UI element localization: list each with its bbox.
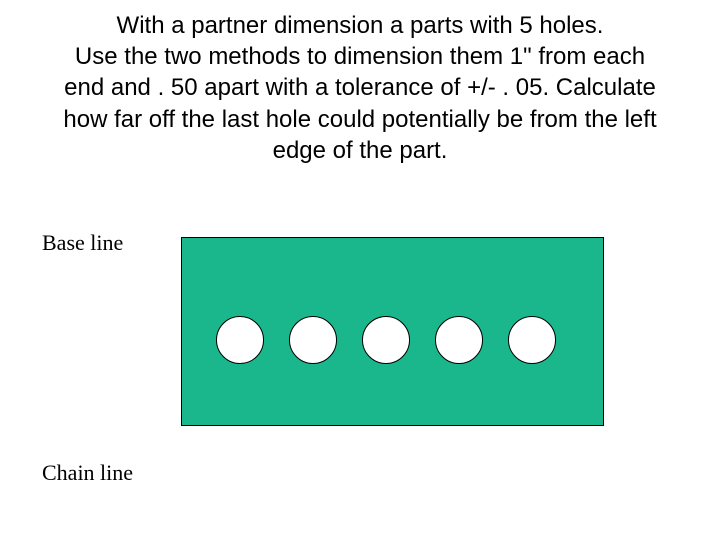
hole-1 bbox=[216, 316, 264, 364]
hole-3 bbox=[362, 316, 410, 364]
chainline-label: Chain line bbox=[42, 460, 133, 486]
instruction-line-1: With a partner dimension a parts with 5 … bbox=[117, 12, 604, 39]
instruction-line-5: edge of the part. bbox=[273, 137, 448, 164]
hole-2 bbox=[289, 316, 337, 364]
hole-5 bbox=[508, 316, 556, 364]
instruction-line-3: end and . 50 apart with a tolerance of +… bbox=[64, 74, 656, 101]
hole-4 bbox=[435, 316, 483, 364]
baseline-label: Base line bbox=[42, 230, 123, 256]
instruction-line-2: Use the two methods to dimension them 1"… bbox=[75, 43, 645, 70]
instruction-text: With a partner dimension a parts with 5 … bbox=[0, 0, 720, 166]
instruction-line-4: how far off the last hole could potentia… bbox=[63, 106, 656, 133]
